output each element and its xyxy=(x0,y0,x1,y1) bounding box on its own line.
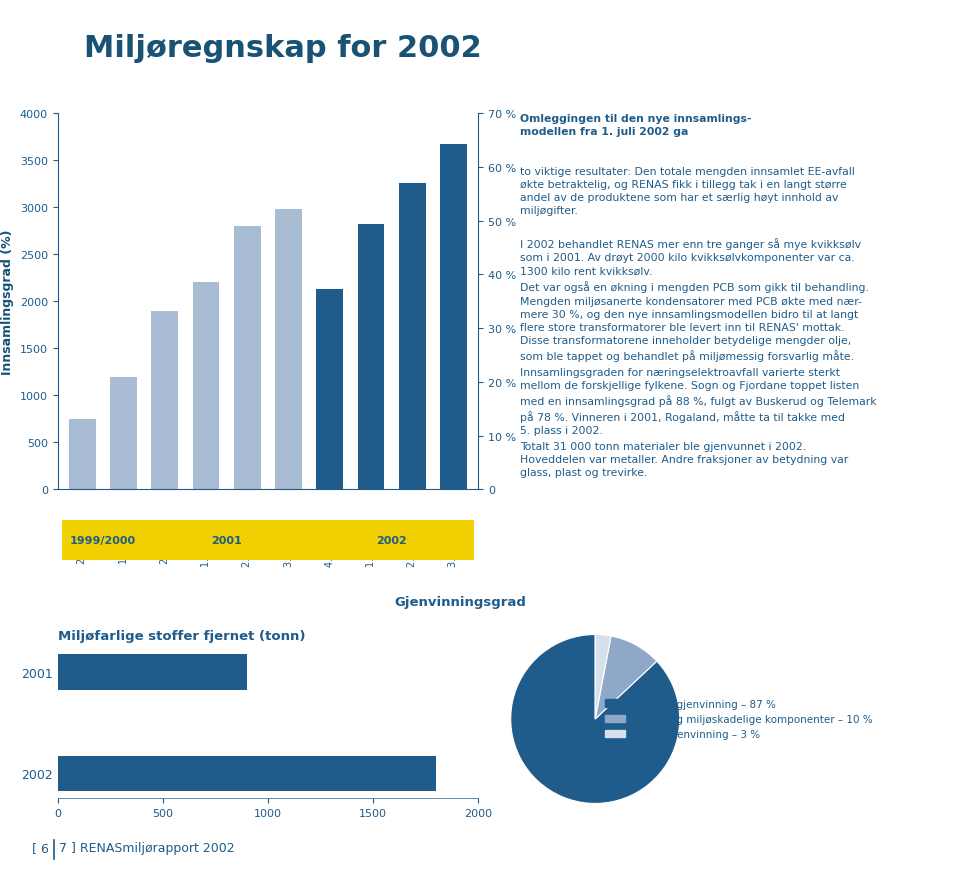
Bar xyxy=(152,311,179,490)
Wedge shape xyxy=(595,635,611,719)
Legend: Materialgjenvinning – 87 %, Helse- og miljøskadelige komponenter – 10 %, Energig: Materialgjenvinning – 87 %, Helse- og mi… xyxy=(600,695,876,744)
Text: Innsamlingsgraden for næringselektroavfall varierte sterkt
mellom de forskjellig: Innsamlingsgraden for næringselektroavfa… xyxy=(520,367,876,436)
Bar xyxy=(58,654,247,690)
Bar xyxy=(58,756,436,791)
Bar xyxy=(398,183,425,490)
Text: Miljøregnskap for 2002: Miljøregnskap for 2002 xyxy=(84,33,482,63)
Wedge shape xyxy=(595,636,657,719)
Text: Miljøfarlige stoffer fjernet (tonn): Miljøfarlige stoffer fjernet (tonn) xyxy=(58,630,305,642)
Bar xyxy=(440,145,467,490)
Text: to viktige resultater: Den totale mengden innsamlet EE-avfall
økte betraktelig, : to viktige resultater: Den totale mengde… xyxy=(520,167,855,216)
Text: Gjenvinningsgrad: Gjenvinningsgrad xyxy=(395,595,526,609)
Text: 7 ] RENASmiljørapport 2002: 7 ] RENASmiljørapport 2002 xyxy=(59,841,234,854)
Bar xyxy=(357,225,384,490)
FancyBboxPatch shape xyxy=(309,521,474,560)
Text: 1999/2000: 1999/2000 xyxy=(70,536,136,545)
Text: Totalt 31 000 tonn materialer ble gjenvunnet i 2002.
Hoveddelen var metaller. An: Totalt 31 000 tonn materialer ble gjenvu… xyxy=(520,441,849,477)
Bar xyxy=(276,210,301,490)
Bar xyxy=(69,419,96,490)
Bar xyxy=(234,227,261,490)
Y-axis label: Innsamlingsgrad (%): Innsamlingsgrad (%) xyxy=(1,229,14,374)
Text: I 2002 behandlet RENAS mer enn tre ganger så mye kvikksølv
som i 2001. Av drøyt : I 2002 behandlet RENAS mer enn tre gange… xyxy=(520,238,861,276)
Text: 2002: 2002 xyxy=(376,536,407,545)
Bar xyxy=(110,377,137,490)
Text: 2001: 2001 xyxy=(211,536,242,545)
FancyBboxPatch shape xyxy=(144,521,309,560)
FancyBboxPatch shape xyxy=(61,521,144,560)
Text: Omleggingen til den nye innsamlings-
modellen fra 1. juli 2002 ga: Omleggingen til den nye innsamlings- mod… xyxy=(520,114,752,137)
Bar xyxy=(193,283,220,490)
Text: [ 6: [ 6 xyxy=(32,841,49,854)
Bar xyxy=(317,289,343,490)
Wedge shape xyxy=(511,635,680,803)
Text: Det var også en økning i mengden PCB som gikk til behandling.
Mengden miljøsaner: Det var også en økning i mengden PCB som… xyxy=(520,282,869,361)
